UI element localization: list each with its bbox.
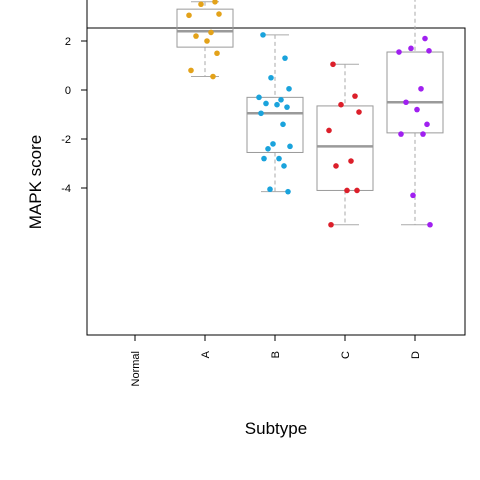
- data-point: [426, 48, 432, 54]
- box: [316, 105, 374, 191]
- box: [246, 96, 304, 153]
- box-group-b: [246, 32, 304, 195]
- data-point: [285, 188, 291, 195]
- data-point: [352, 93, 358, 99]
- x-tick-label: Normal: [130, 351, 142, 386]
- data-point: [344, 187, 350, 194]
- data-point: [418, 85, 424, 92]
- data-point: [258, 110, 264, 117]
- box-group-a: [176, 0, 234, 80]
- box-groups: [176, 0, 444, 228]
- x-axis: Normal A B C D: [130, 334, 422, 386]
- data-point: [286, 85, 292, 92]
- data-point: [276, 155, 282, 162]
- y-tick-label: -2: [61, 134, 71, 146]
- data-point: [256, 94, 262, 101]
- data-point: [208, 29, 214, 36]
- data-point: [274, 101, 280, 108]
- data-point: [420, 131, 426, 137]
- box: [386, 51, 444, 134]
- x-tick-label: D: [410, 351, 422, 359]
- data-point: [396, 49, 402, 55]
- data-point: [414, 106, 420, 113]
- data-point: [326, 127, 332, 134]
- data-point: [198, 1, 204, 8]
- data-point: [267, 186, 273, 193]
- data-point: [356, 109, 362, 115]
- data-point: [282, 55, 288, 61]
- data-point: [410, 192, 416, 199]
- x-tick-label: A: [200, 350, 212, 358]
- data-point: [260, 32, 266, 38]
- data-point: [284, 104, 290, 110]
- x-tick-label: B: [270, 351, 282, 358]
- data-point: [212, 0, 218, 5]
- data-point: [287, 143, 293, 150]
- data-point: [278, 97, 284, 103]
- y-tick-label: 2: [65, 36, 71, 48]
- data-point: [330, 61, 336, 68]
- y-axis: -4-20246: [61, 0, 88, 195]
- data-point: [265, 146, 271, 152]
- y-axis-title: MAPK score: [26, 135, 45, 229]
- x-axis-title: Subtype: [245, 419, 307, 438]
- data-point: [422, 35, 428, 42]
- data-point: [424, 121, 430, 128]
- data-point: [186, 12, 192, 19]
- y-tick-label: -4: [61, 183, 71, 195]
- data-point: [281, 163, 287, 169]
- data-point: [204, 38, 210, 44]
- data-point: [408, 45, 414, 52]
- data-point: [427, 221, 433, 228]
- data-point: [328, 221, 334, 228]
- data-point: [338, 101, 344, 108]
- data-point: [214, 50, 220, 57]
- data-point: [280, 121, 286, 128]
- x-tick-label: C: [340, 351, 352, 359]
- data-point: [210, 73, 216, 80]
- data-point: [216, 11, 222, 17]
- data-point: [398, 131, 404, 137]
- data-point: [188, 67, 194, 74]
- data-point: [268, 74, 274, 81]
- box: [176, 8, 234, 48]
- y-tick-label: 0: [65, 85, 71, 97]
- data-point: [354, 187, 360, 194]
- box-group-d: [386, 0, 444, 228]
- data-point: [193, 33, 199, 39]
- data-point: [270, 141, 276, 147]
- plot-frame: [86, 27, 466, 336]
- data-point: [403, 99, 409, 106]
- data-point: [263, 100, 269, 107]
- box-group-c: [316, 61, 374, 228]
- data-point: [261, 155, 267, 162]
- data-point: [333, 163, 339, 169]
- data-point: [348, 158, 354, 164]
